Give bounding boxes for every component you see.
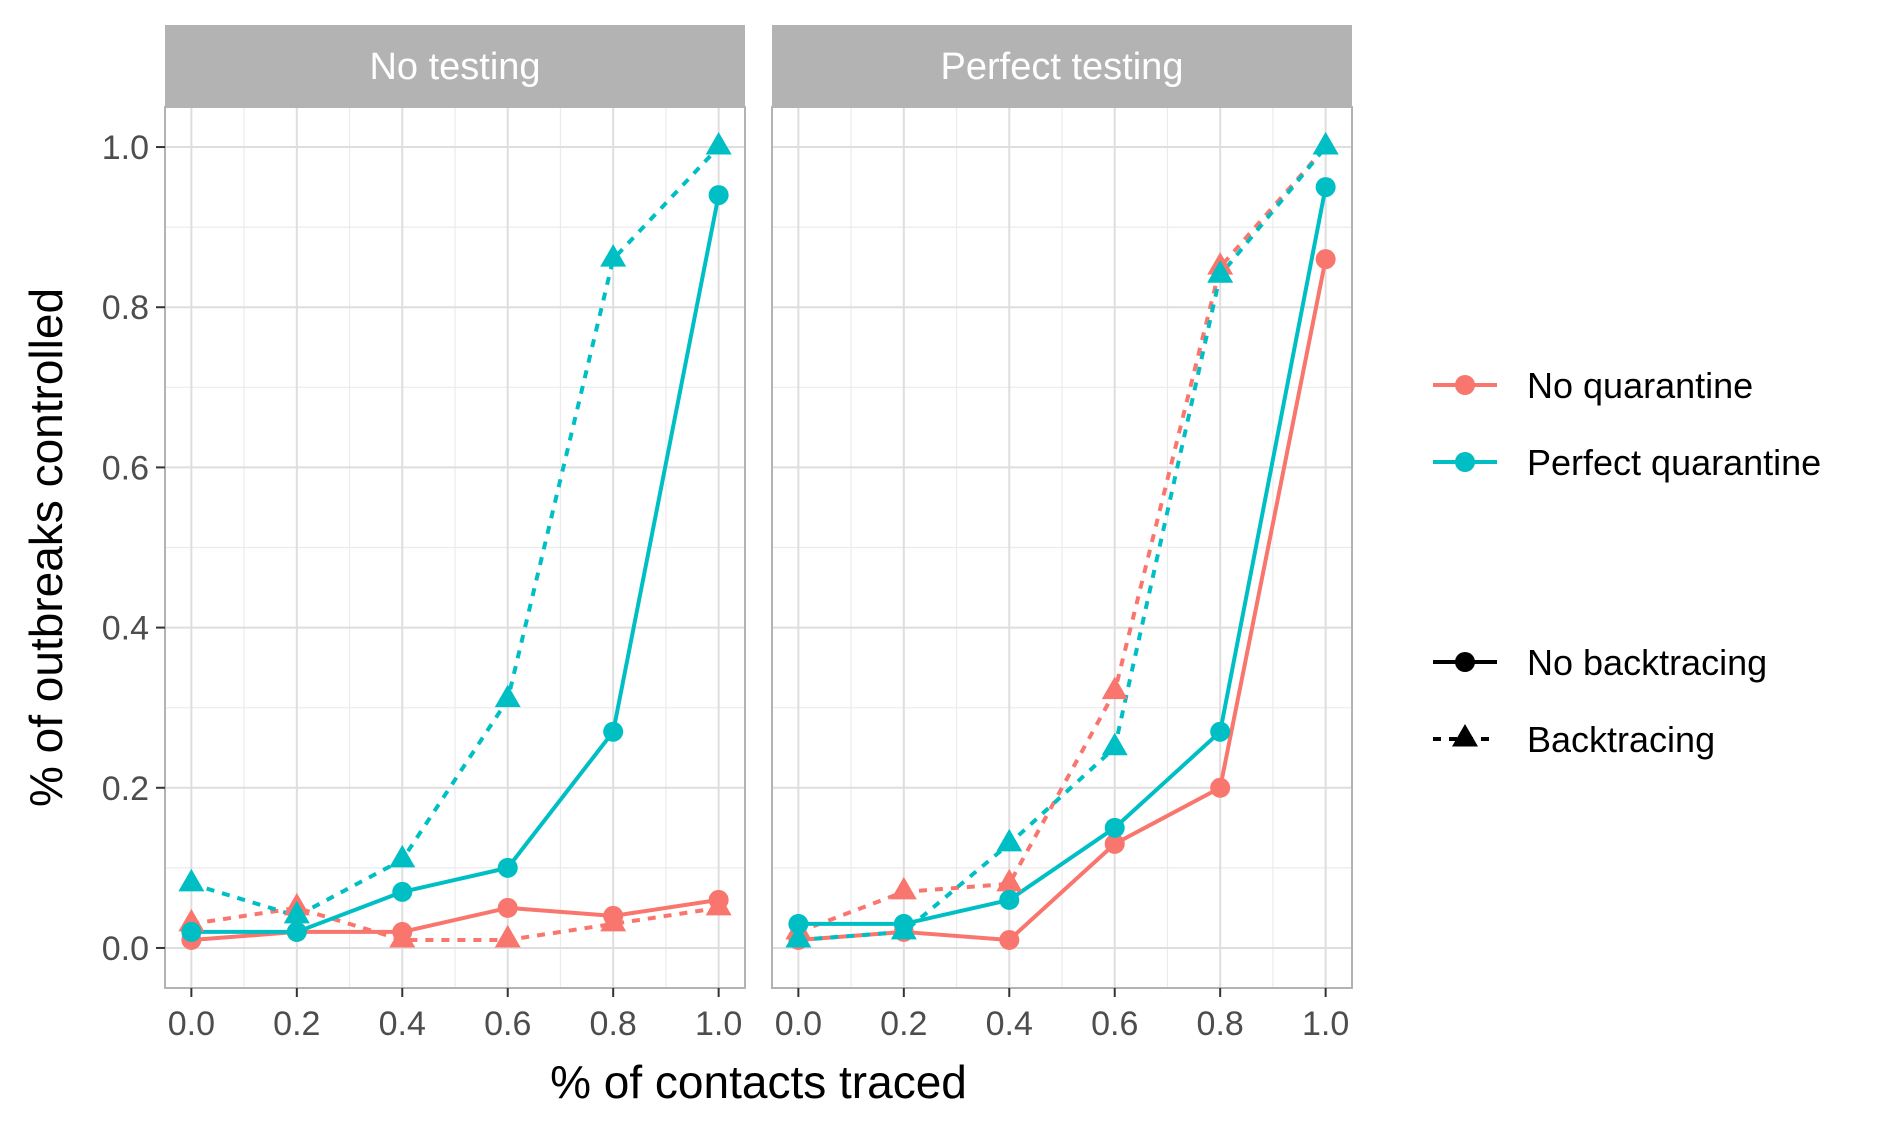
x-tick-label: 0.6: [1091, 1005, 1138, 1043]
series-line-perfect-quarantine-backtracing: [798, 145, 1328, 942]
panel-1: No testing 0.0 0.2 0.4 0.6 0.8 1.0 0.0 0.2 0.4 0.6…: [102, 25, 746, 1043]
data-point-circle: [1104, 817, 1125, 838]
x-tick-label: 0.8: [1197, 1005, 1244, 1043]
data-point-triangle: [996, 868, 1023, 892]
panel-title: Perfect testing: [941, 46, 1184, 88]
legend-label: No quarantine: [1527, 365, 1753, 406]
data-point-circle: [286, 921, 307, 942]
data-point-triangle: [600, 908, 627, 932]
x-tick-label: 0.2: [273, 1005, 320, 1043]
x-tick-label: 0.4: [379, 1005, 426, 1043]
legend-label: No backtracing: [1527, 642, 1767, 683]
data-point-triangle: [494, 684, 521, 708]
data-point-circle: [392, 881, 413, 902]
x-tick-label: 0.0: [775, 1005, 822, 1043]
legend: No quarantine Perfect quarantine No backtr…: [1433, 365, 1821, 760]
legend-key-circle: [1455, 452, 1475, 472]
data-point-circle: [497, 897, 518, 918]
series-line-no-quarantine-backtracing: [797, 145, 1328, 934]
data-point-triangle: [890, 876, 917, 900]
data-point-circle: [999, 929, 1020, 950]
data-point-triangle: [389, 924, 416, 948]
legend-item-linetype: No backtracing: [1433, 642, 1767, 683]
legend-label: Perfect quarantine: [1527, 442, 1821, 483]
data-point-triangle: [389, 844, 416, 868]
y-tick-label: 0.4: [102, 610, 149, 648]
data-point-triangle: [1101, 732, 1128, 756]
data-point-triangle: [996, 828, 1023, 852]
legend-item-color: No quarantine: [1433, 365, 1753, 406]
y-tick-label: 1.0: [102, 129, 149, 167]
y-tick-label: 0.2: [102, 770, 149, 808]
x-tick-label: 0.8: [590, 1005, 637, 1043]
series-line-perfect-quarantine-backtracing: [190, 145, 721, 918]
data-point-circle: [1210, 777, 1231, 798]
data-point-triangle: [705, 892, 732, 916]
data-point-circle: [708, 185, 729, 206]
panel-title: No testing: [369, 46, 540, 88]
series-line-perfect-quarantine-no-backtracing: [798, 186, 1328, 926]
data-point-circle: [1315, 249, 1336, 270]
data-point-triangle: [705, 132, 732, 155]
data-point-triangle: [600, 244, 627, 267]
series-line-perfect-quarantine-no-backtracing: [191, 194, 721, 934]
y-tick-label: 0.0: [102, 930, 149, 968]
data-point-circle: [497, 857, 518, 878]
x-tick-label: 0.2: [880, 1005, 927, 1043]
x-tick-label: 0.6: [484, 1005, 531, 1043]
x-axis-title: % of contacts traced: [550, 1056, 967, 1108]
data-point-triangle: [890, 916, 917, 940]
data-point-triangle: [1312, 132, 1339, 155]
data-point-triangle: [1207, 260, 1234, 283]
panel-border: [771, 106, 1353, 989]
x-tick-label: 1.0: [1302, 1005, 1349, 1043]
y-axis-title: % of outbreaks controlled: [20, 288, 72, 807]
data-point-triangle: [1101, 676, 1128, 700]
legend-key-circle: [1455, 375, 1475, 395]
data-point-circle: [1104, 833, 1125, 854]
y-tick-label: 0.6: [102, 449, 149, 487]
data-point-circle: [603, 721, 624, 742]
legend-key-circle: [1455, 652, 1475, 672]
data-point-triangle: [785, 924, 812, 948]
panel-strip: [772, 25, 1352, 107]
data-point-circle: [1315, 177, 1336, 198]
data-point-triangle: [283, 900, 310, 924]
series-line-no-quarantine-no-backtracing: [798, 258, 1328, 942]
panel-border: [164, 106, 746, 989]
x-tick-label: 0.4: [986, 1005, 1033, 1043]
panel-2: Perfect testing 0.0 0.2 0.4 0.6 0.8 1.0: [771, 25, 1353, 1043]
x-tick-label: 0.0: [168, 1005, 215, 1043]
panel-strip: [165, 25, 745, 107]
data-point-triangle: [494, 924, 521, 948]
legend-key-triangle: [1452, 723, 1478, 747]
y-tick-label: 0.8: [102, 289, 149, 327]
x-tick-label: 1.0: [695, 1005, 742, 1043]
legend-item-color: Perfect quarantine: [1433, 442, 1821, 483]
legend-item-linetype: Backtracing: [1433, 719, 1715, 760]
data-point-circle: [788, 913, 809, 934]
legend-label: Backtracing: [1527, 719, 1715, 760]
data-point-circle: [1210, 721, 1231, 742]
data-point-triangle: [178, 868, 205, 892]
data-point-circle: [181, 921, 202, 942]
data-point-circle: [999, 889, 1020, 910]
